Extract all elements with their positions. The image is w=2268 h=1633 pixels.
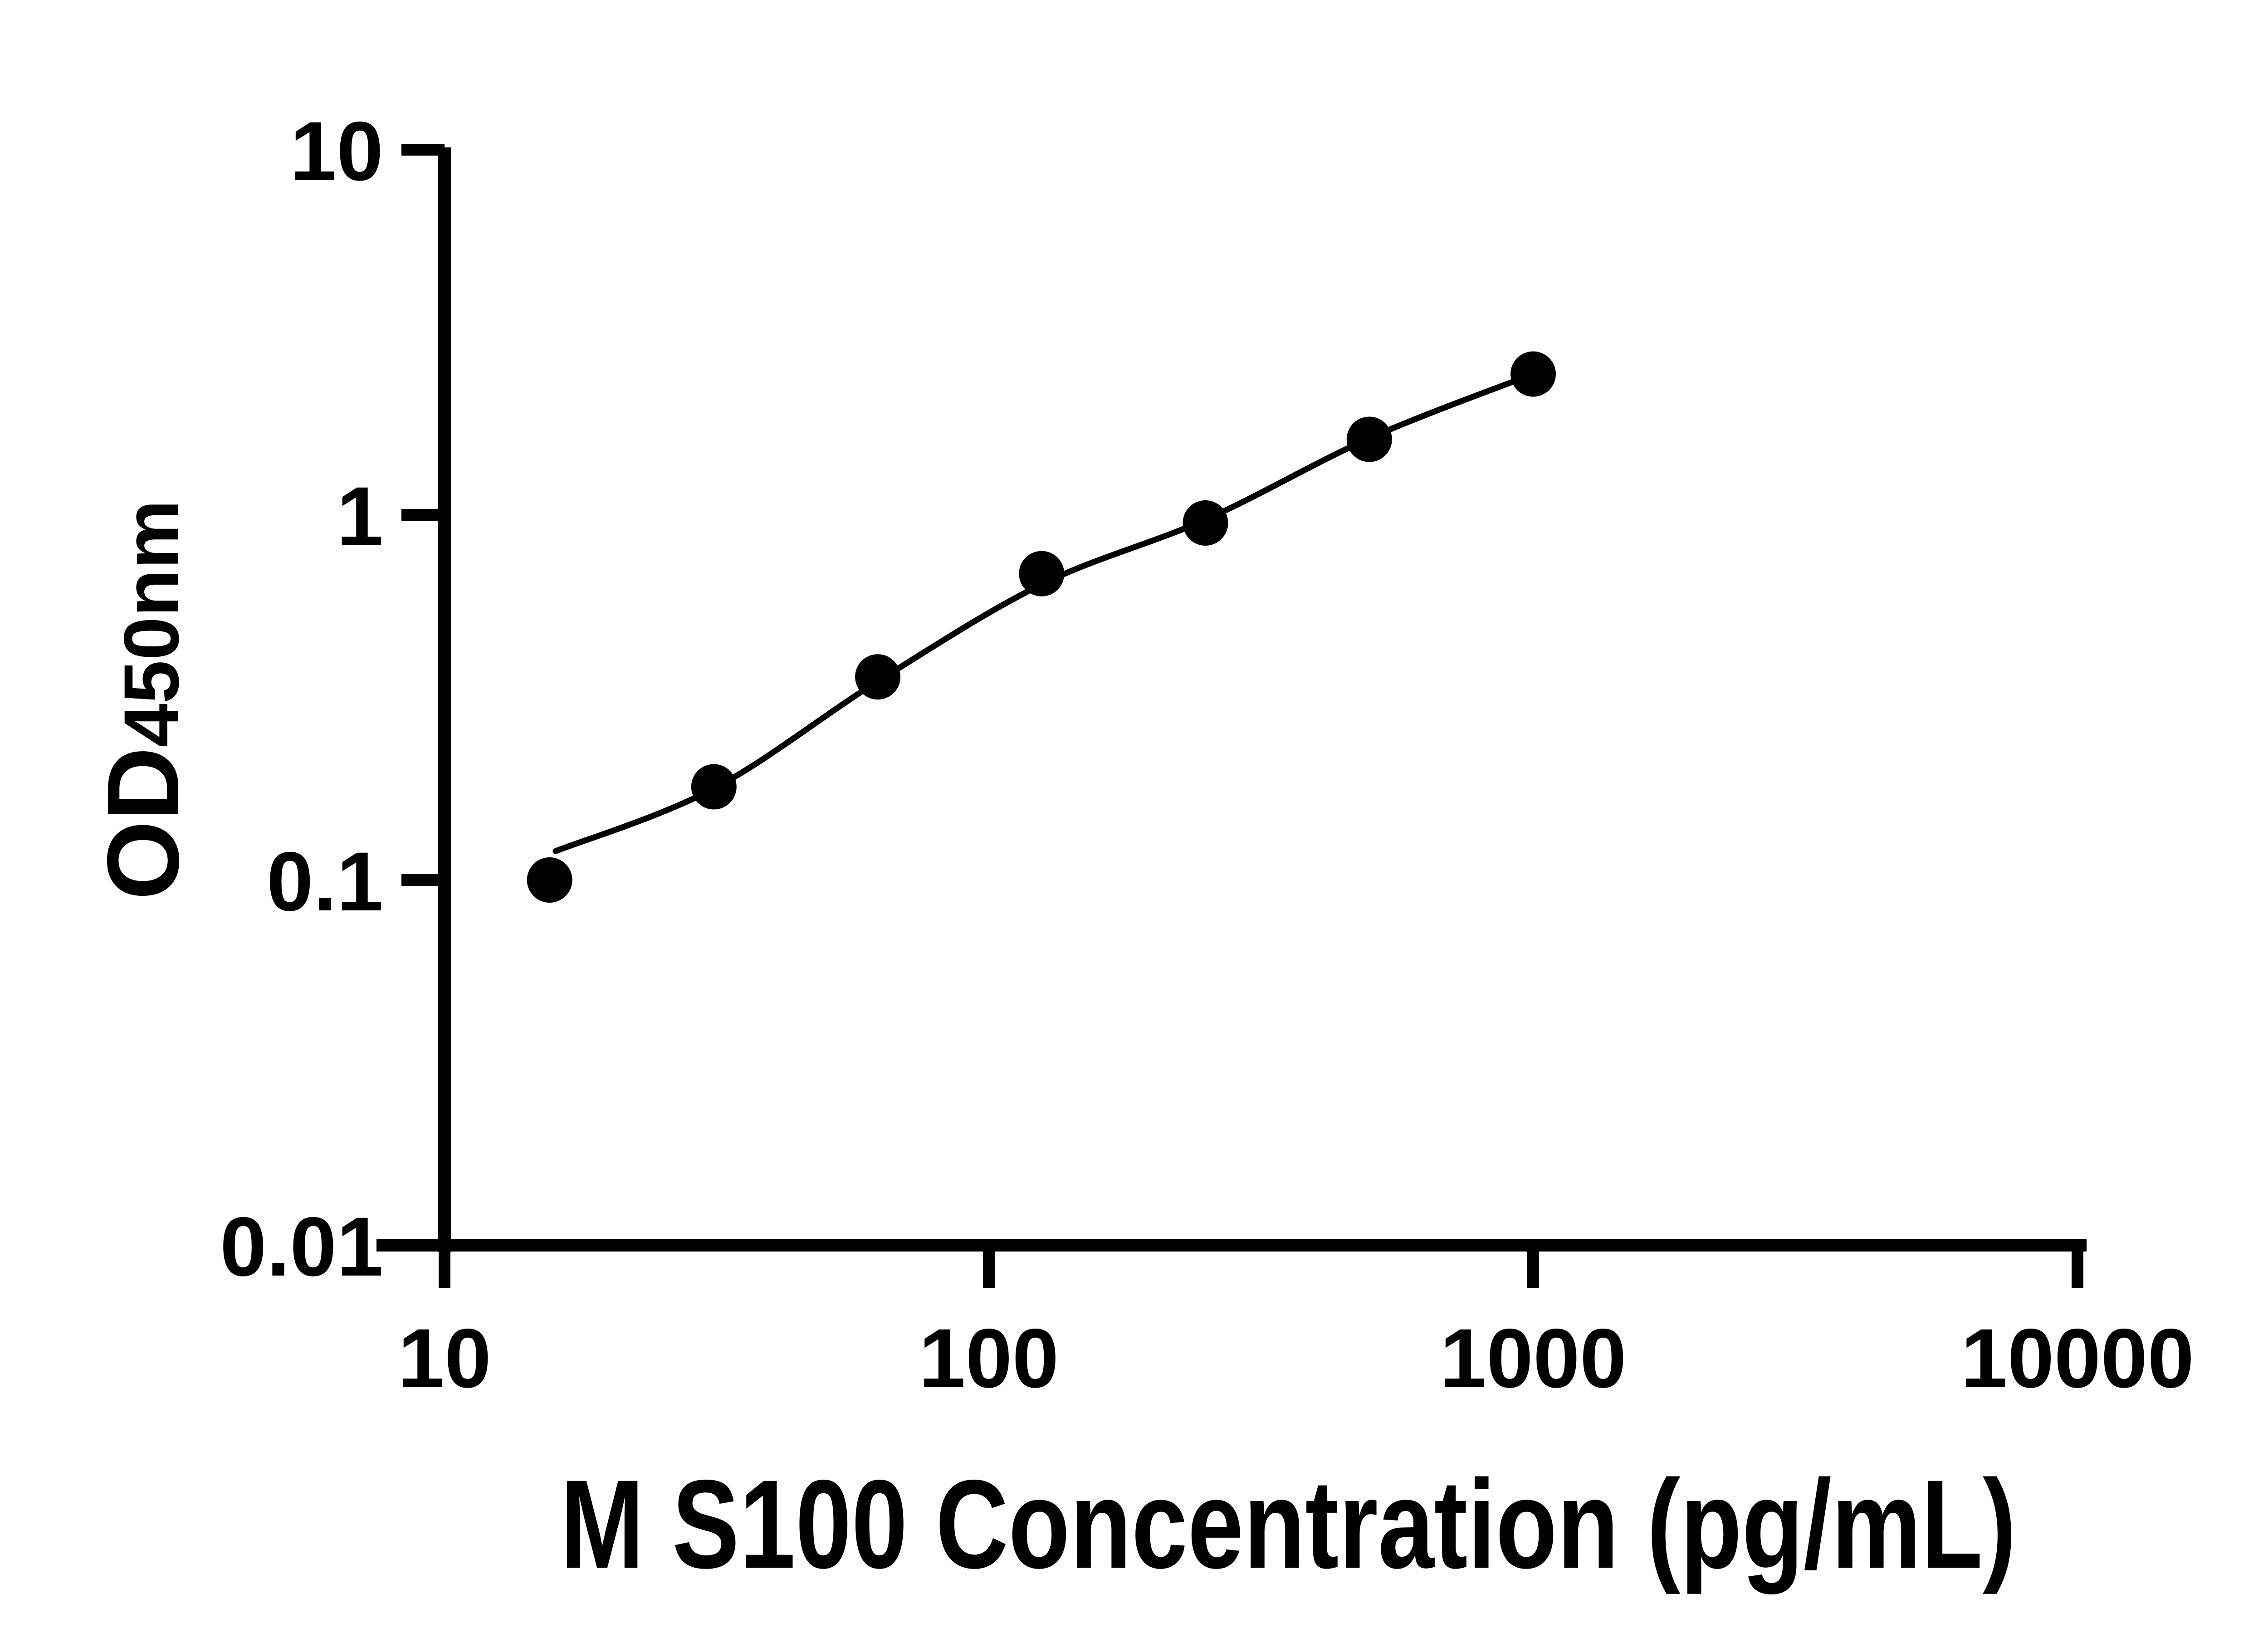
x-tick-label-10000: 10000	[1961, 1312, 2194, 1405]
data-point-x31.25	[691, 764, 737, 810]
x-tick-label-100: 100	[919, 1312, 1059, 1405]
y-axis-title-sub: 450nm	[108, 500, 195, 747]
data-point-x125	[1019, 551, 1065, 596]
data-point-x500	[1346, 416, 1392, 462]
plot-area: 10 100 1000 10000 10 1 0.1 0.01	[220, 105, 2194, 1405]
x-tick-label-10: 10	[398, 1312, 491, 1405]
x-axis-title: M S100 Concentration (pg/mL)	[560, 1453, 2016, 1595]
y-tick-label-0.01: 0.01	[220, 1200, 383, 1294]
data-point-x15.6	[527, 857, 572, 903]
y-tick-label-1: 1	[337, 470, 383, 563]
data-point-x1000	[1510, 351, 1556, 397]
y-tick-label-0.1: 0.1	[267, 835, 383, 929]
y-axis-title: OD450nm	[86, 500, 200, 900]
data-point-x62.5	[855, 654, 901, 700]
y-tick-label-10: 10	[290, 105, 383, 198]
y-axis-title-main: OD	[86, 747, 200, 900]
data-point-x250	[1183, 500, 1228, 546]
x-tick-label-1000: 1000	[1440, 1312, 1627, 1405]
